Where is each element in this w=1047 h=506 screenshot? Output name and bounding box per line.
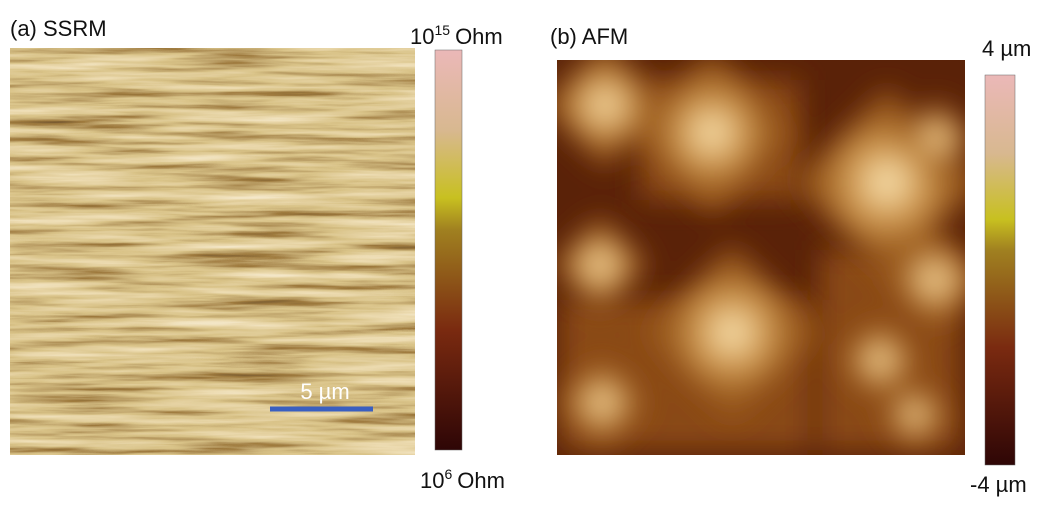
colorbar-b-min: -4 µm [970, 472, 1027, 497]
base: 10 [410, 24, 434, 49]
scale-bar-label: 5 µm [300, 379, 349, 404]
page: (a) SSRM 5 µm 1015Ohm 106Ohm (b) AFM 4 µ… [0, 0, 1047, 506]
unit: Ohm [455, 24, 503, 49]
unit: Ohm [457, 468, 505, 493]
colorbar-b [985, 75, 1015, 465]
colorbar-a-min: 106 Ohm [420, 466, 505, 493]
colorbar-b-max: 4 µm [982, 36, 1031, 61]
exponent: 15 [434, 22, 450, 38]
afm-image [541, 41, 984, 455]
ssrm-image [10, 48, 415, 455]
colorbar-a [435, 50, 462, 450]
colorbar-a-max: 1015 Ohm [410, 22, 503, 49]
panel-a-label: (a) SSRM [10, 16, 107, 41]
base: 10 [420, 468, 444, 493]
figure: (a) SSRM 5 µm 1015Ohm 106Ohm (b) AFM 4 µ… [0, 0, 1047, 501]
panel-b-label: (b) AFM [550, 24, 628, 49]
exponent: 6 [444, 466, 452, 482]
